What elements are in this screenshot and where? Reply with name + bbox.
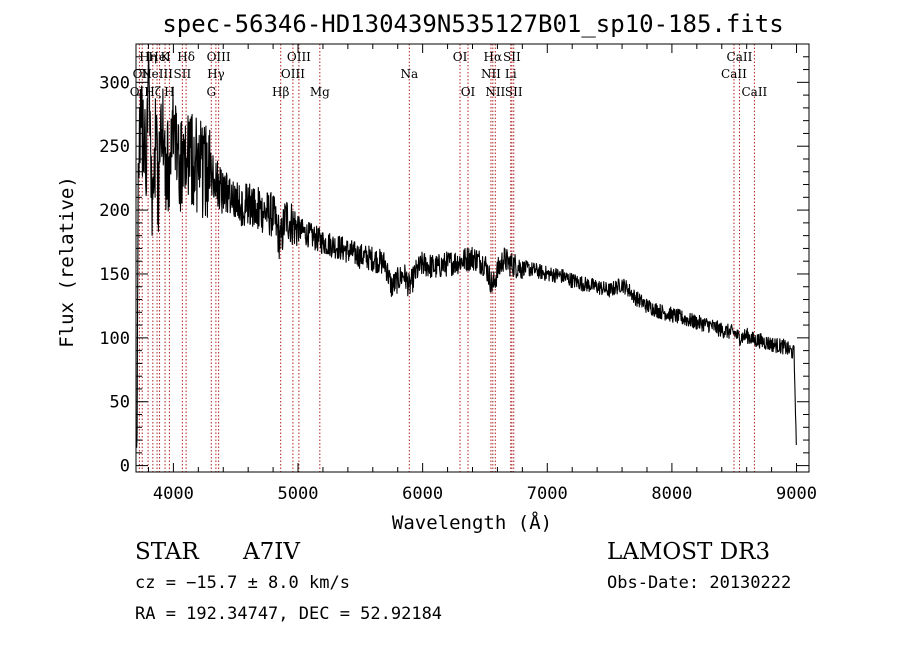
spectral-line-labels: OIIOIIHηHζNeIIIHeIKHSIIHδGHγOIIIHβOIIIOI… (130, 50, 768, 99)
spectral-line-label: SII (503, 50, 521, 64)
spectral-line-label: OII (130, 85, 150, 99)
spectral-line-label: Hη (139, 50, 157, 64)
y-tick-label: 0 (120, 457, 130, 477)
y-axis: 0 50 100 150 200 250 300 (99, 56, 809, 477)
x-tick-label: 8000 (651, 484, 692, 504)
redshift-velocity: cz = −15.7 ± 8.0 km/s (135, 573, 350, 593)
y-tick-label: 100 (99, 329, 130, 349)
x-axis-label: Wavelength (Å) (392, 511, 552, 534)
spectral-line-label: Hζ (144, 85, 161, 99)
x-tick-label: 5000 (278, 484, 319, 504)
spectral-line-label: Li (505, 67, 517, 81)
spectral-line-label: NII (485, 85, 505, 99)
spectral-line-label: K (161, 50, 171, 64)
y-tick-label: 150 (99, 265, 130, 285)
spectral-line-label: Hδ (177, 50, 195, 64)
observation-date: Obs-Date: 20130222 (607, 573, 792, 593)
y-tick-label: 200 (99, 201, 130, 221)
spectral-line-label: SII (174, 67, 192, 81)
x-tick-label: 6000 (402, 484, 443, 504)
spectral-line-label: OIII (281, 67, 305, 81)
spectral-line-label: Hα (484, 50, 503, 64)
x-tick-label: 9000 (776, 484, 817, 504)
object-class: STAR (135, 539, 199, 565)
survey-name: LAMOST DR3 (607, 539, 771, 565)
y-axis-label: Flux (relative) (56, 176, 78, 348)
y-tick-label: 50 (110, 393, 130, 413)
spectral-line-label: OIII (207, 50, 231, 64)
spectral-line-label: CaII (727, 50, 753, 64)
spectral-line-label: NII (481, 67, 501, 81)
spectral-line-label: G (206, 85, 216, 99)
spectral-line-label: Na (400, 67, 418, 81)
spectral-line-label: HeI (148, 50, 171, 64)
spectral-line-label: CaII (741, 85, 767, 99)
chart-title: spec-56346-HD130439N535127B01_sp10-185.f… (162, 10, 783, 38)
spectral-line-label: OIII (287, 50, 311, 64)
spectral-line-label: NeIII (141, 67, 173, 81)
y-tick-label: 300 (99, 73, 130, 93)
spectral-line-label: H (164, 85, 174, 99)
spectral-line-label: Hγ (207, 67, 225, 81)
x-tick-label: 7000 (527, 484, 568, 504)
x-axis: 4000 5000 6000 7000 8000 9000 (147, 44, 817, 504)
spectral-line-markers (138, 44, 755, 472)
spectral-line-label: Mg (310, 85, 330, 99)
spectral-line-label: Hβ (272, 85, 289, 99)
y-tick-label: 250 (99, 137, 130, 157)
spectral-line-label: CaII (721, 67, 747, 81)
flux-series-line (135, 51, 797, 448)
object-subclass: A7IV (243, 539, 300, 565)
sky-coordinates: RA = 192.34747, DEC = 52.92184 (135, 604, 443, 624)
spectral-line-label: OI (461, 85, 476, 99)
x-tick-label: 4000 (153, 484, 194, 504)
spectral-line-label: OI (453, 50, 468, 64)
spectral-line-label: SII (505, 85, 523, 99)
spectral-line-label: OII (133, 67, 153, 81)
